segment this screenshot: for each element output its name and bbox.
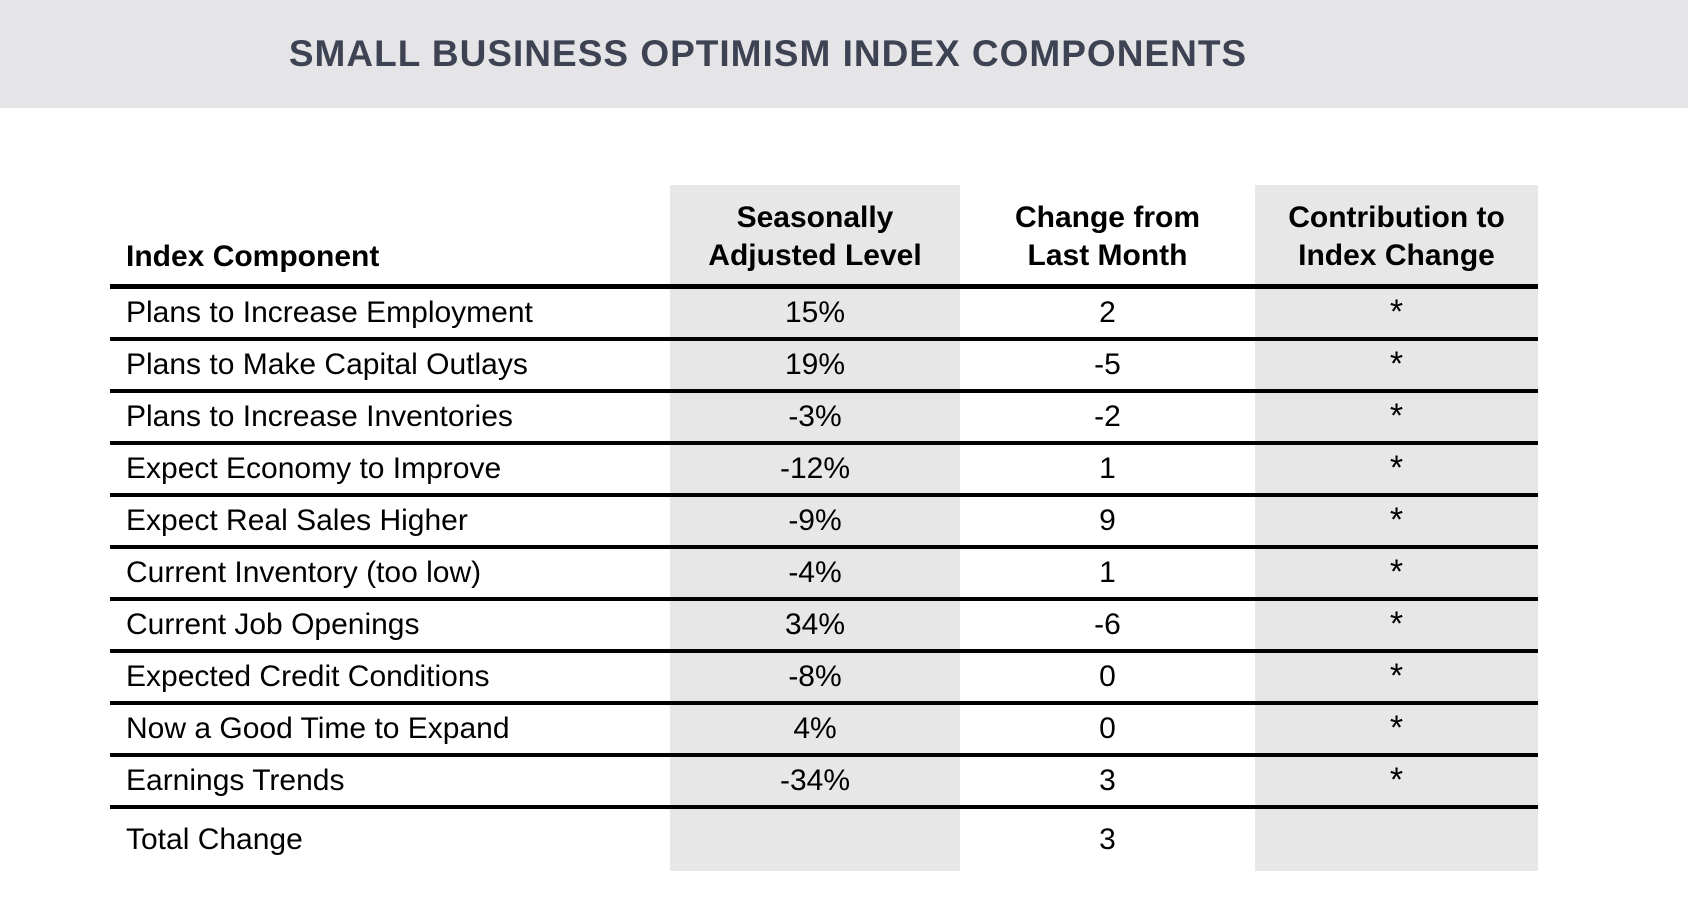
table-row: Plans to Make Capital Outlays 19% -5 * [110,338,1538,393]
change-cell: 1 [960,442,1255,497]
table-row: Current Inventory (too low) -4% 1 * [110,546,1538,601]
component-cell: Earnings Trends [110,754,670,809]
change-cell: 2 [960,286,1255,341]
level-cell: -34% [670,754,960,809]
contribution-cell: * [1255,494,1538,549]
change-cell: 3 [960,754,1255,809]
level-cell: -9% [670,494,960,549]
level-cell: -12% [670,442,960,497]
level-cell: -8% [670,650,960,705]
page-title: SMALL BUSINESS OPTIMISM INDEX COMPONENTS [288,33,1248,74]
component-cell: Current Job Openings [110,598,670,653]
level-cell: -3% [670,390,960,445]
table-row: Earnings Trends -34% 3 * [110,754,1538,809]
column-header-change-from-last-month: Change from Last Month [960,185,1255,289]
table-row: Current Job Openings 34% -6 * [110,598,1538,653]
contribution-cell: * [1255,286,1538,341]
table-row: Expect Economy to Improve -12% 1 * [110,442,1538,497]
contribution-cell: * [1255,442,1538,497]
level-cell [670,806,960,871]
level-cell: 15% [670,286,960,341]
table-row: Plans to Increase Inventories -3% -2 * [110,390,1538,445]
table-row: Plans to Increase Employment 15% 2 * [110,286,1538,341]
table-row: Expected Credit Conditions -8% 0 * [110,650,1538,705]
optimism-index-table: Index Component Seasonally Adjusted Leve… [110,185,1538,871]
component-cell: Now a Good Time to Expand [110,702,670,757]
component-cell: Total Change [126,822,303,856]
contribution-cell: * [1255,702,1538,757]
level-cell: -4% [670,546,960,601]
change-cell: -6 [960,598,1255,653]
contribution-cell: * [1255,338,1538,393]
title-container: SMALL BUSINESS OPTIMISM INDEX COMPONENTS [0,0,1536,108]
change-cell: 0 [960,702,1255,757]
column-header-index-component: Index Component [110,185,670,289]
contribution-cell [1255,806,1538,871]
table-row: Now a Good Time to Expand 4% 0 * [110,702,1538,757]
level-cell: 4% [670,702,960,757]
contribution-cell: * [1255,650,1538,705]
contribution-cell: * [1255,754,1538,809]
change-cell: 1 [960,546,1255,601]
level-cell: 34% [670,598,960,653]
level-cell: 19% [670,338,960,393]
component-cell: Expect Real Sales Higher [110,494,670,549]
component-cell: Plans to Increase Inventories [110,390,670,445]
table-header-row: Index Component Seasonally Adjusted Leve… [110,185,1538,289]
change-cell: -5 [960,338,1255,393]
title-band [0,0,1688,108]
contribution-cell: * [1255,390,1538,445]
table-row: Expect Real Sales Higher -9% 9 * [110,494,1538,549]
column-header-contribution-to-index-change: Contribution to Index Change [1255,185,1538,289]
column-header-seasonally-adjusted-level: Seasonally Adjusted Level [670,185,960,289]
component-cell: Expect Economy to Improve [110,442,670,497]
change-cell: -2 [960,390,1255,445]
change-cell: 9 [960,494,1255,549]
change-cell: 3 [1099,822,1116,856]
contribution-cell: * [1255,598,1538,653]
component-cell: Expected Credit Conditions [110,650,670,705]
change-cell: 0 [960,650,1255,705]
component-cell: Current Inventory (too low) [110,546,670,601]
total-change-row: Total Change 3 [110,806,1538,871]
component-cell: Plans to Make Capital Outlays [110,338,670,393]
contribution-cell: * [1255,546,1538,601]
component-cell: Plans to Increase Employment [110,286,670,341]
